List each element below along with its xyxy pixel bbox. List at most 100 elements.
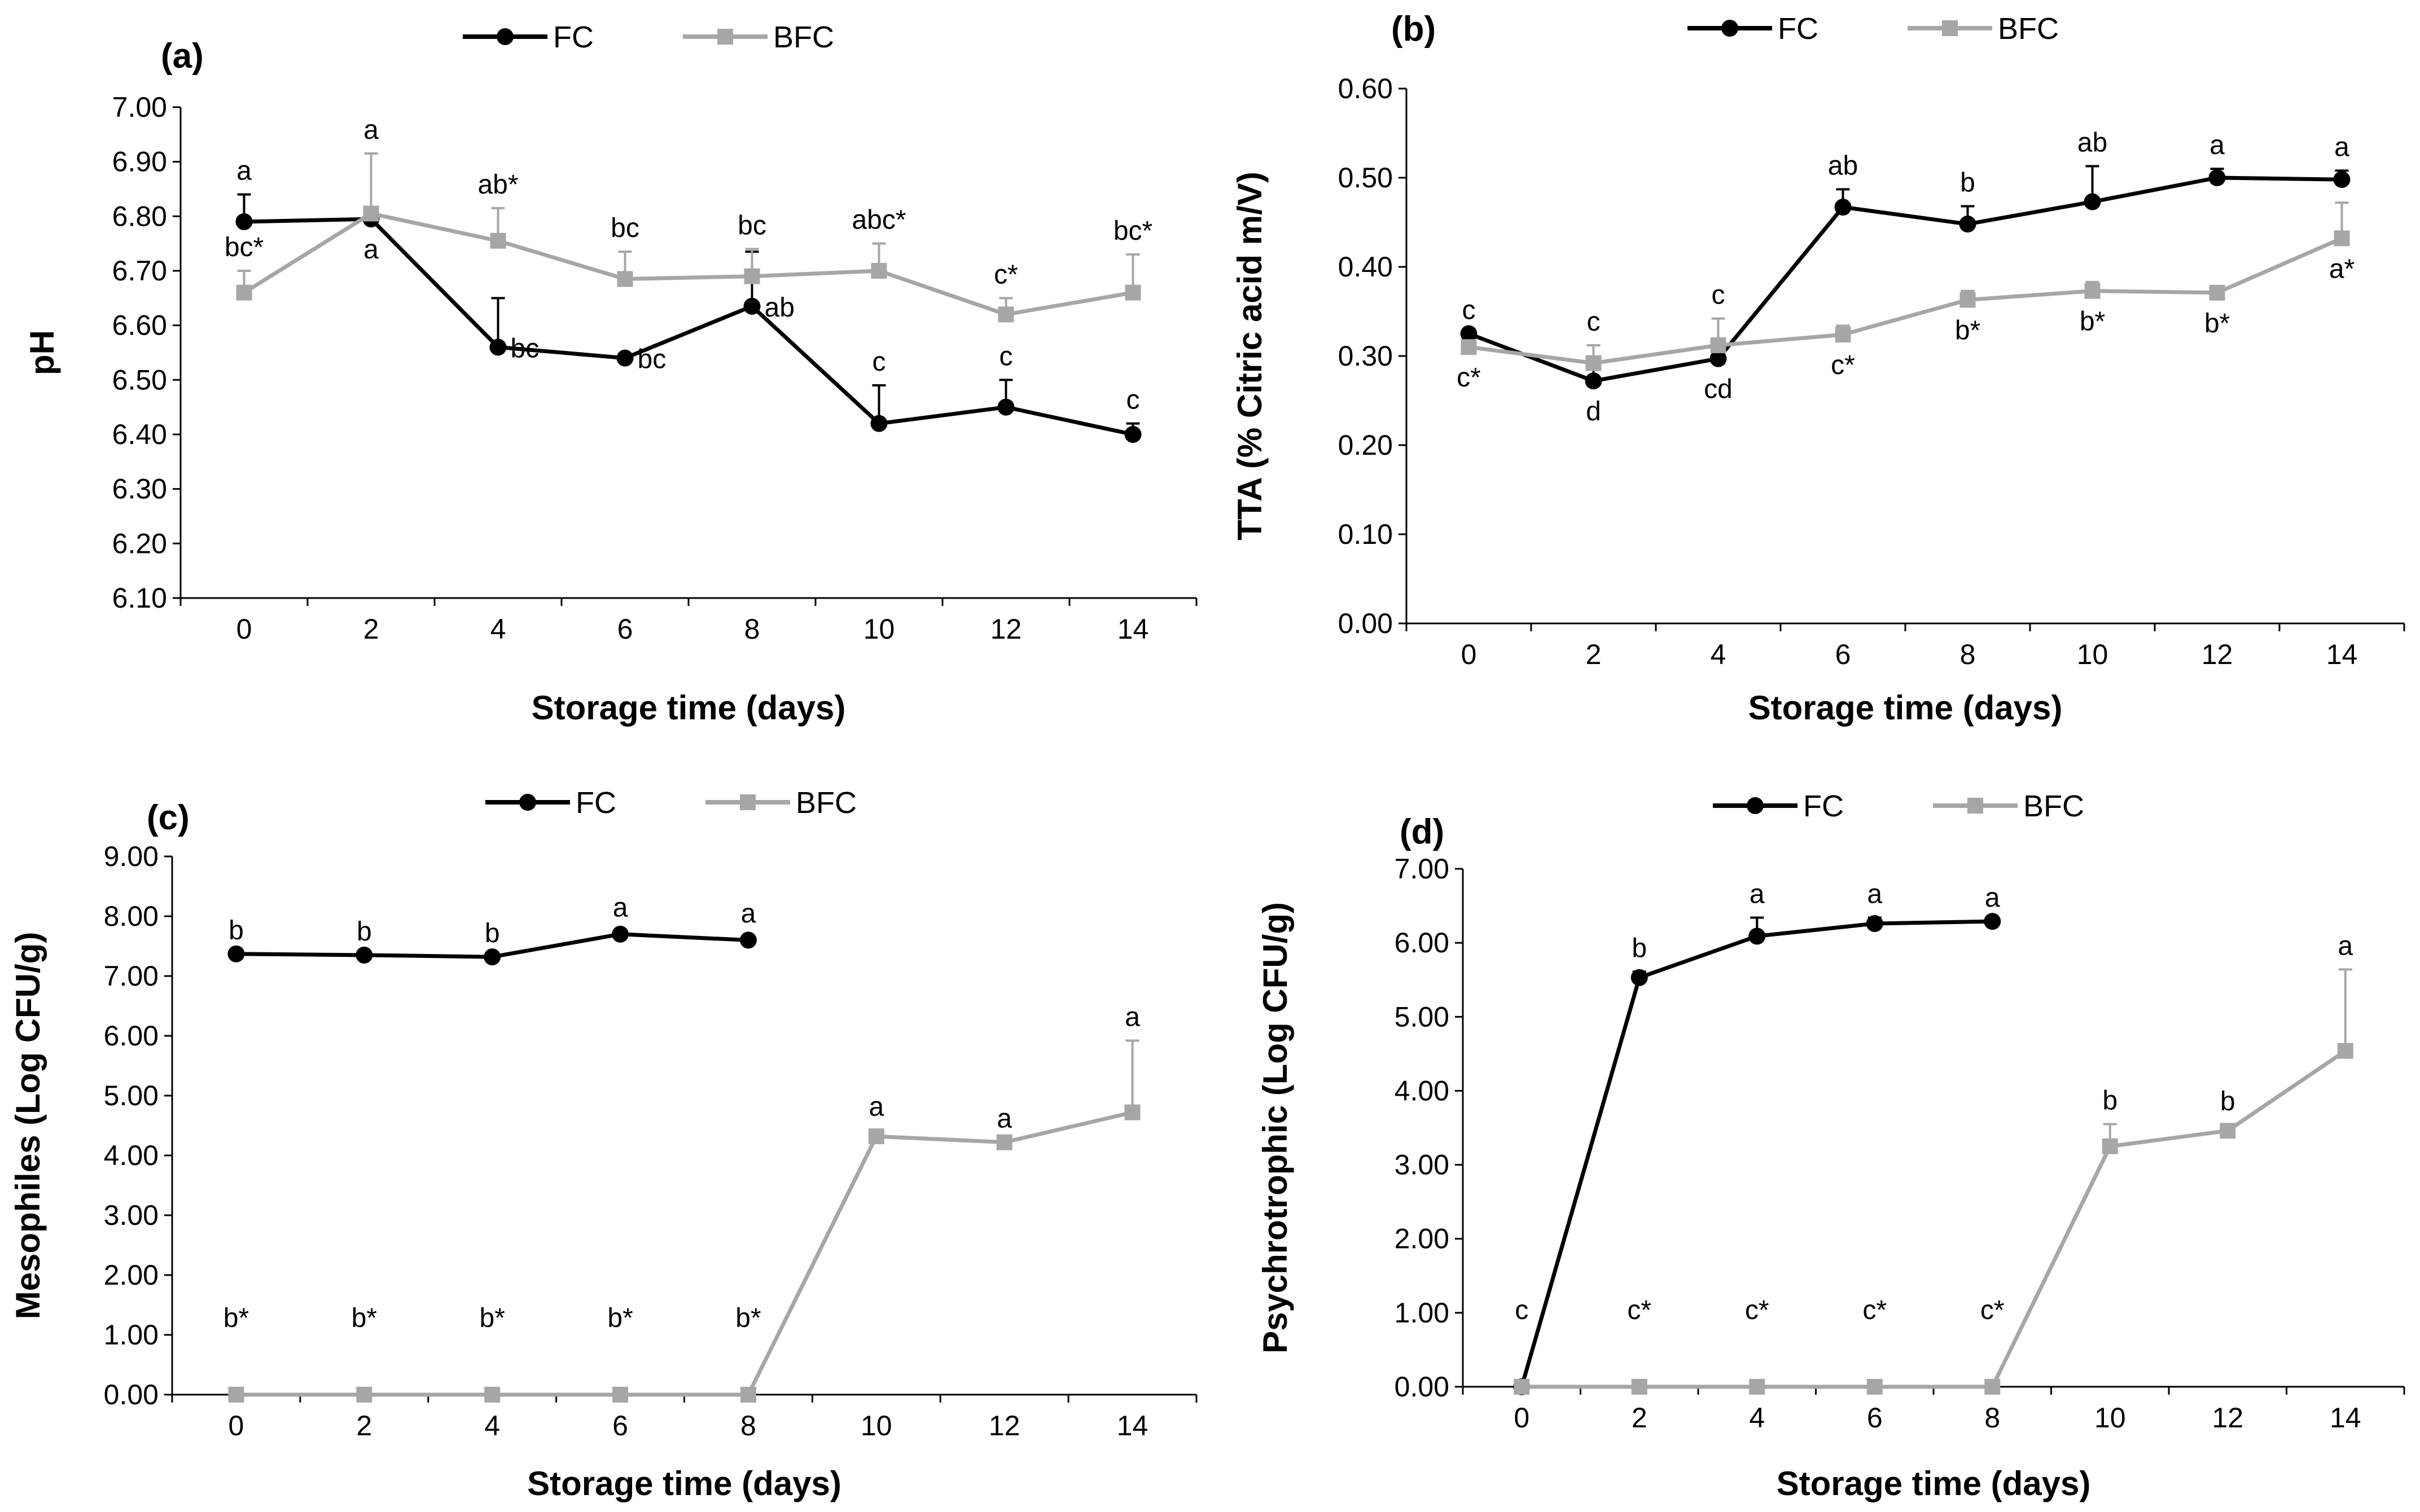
- significance-label-FC: ab: [1828, 151, 1858, 181]
- significance-label-FC: d: [1586, 397, 1601, 427]
- legend-label-BFC: BFC: [773, 20, 834, 54]
- x-tick-label: 8: [740, 1410, 756, 1441]
- data-point-FC: [2333, 171, 2351, 188]
- x-axis-title: Storage time (days): [1748, 689, 2063, 727]
- data-point-FC: [356, 946, 373, 964]
- panel-label: (d): [1400, 812, 1444, 851]
- y-tick-label: 4.00: [1395, 1075, 1449, 1106]
- x-tick-label: 12: [989, 1410, 1020, 1441]
- y-tick-label: 0.30: [1338, 340, 1393, 372]
- y-tick-label: 9.00: [104, 841, 159, 872]
- significance-label-FC: ab: [765, 293, 795, 323]
- chart-panel-c: (c) FC BFC 0.00 1.00 2.00 3.00 4.00 5.00 6.00 7.00…: [9, 786, 1198, 1502]
- data-point-BFC: [356, 1387, 372, 1403]
- x-tick-label: 2: [363, 613, 379, 645]
- legend-marker-BFC: [1942, 20, 1958, 36]
- data-point-FC: [2208, 169, 2226, 186]
- data-point-BFC: [2220, 1123, 2236, 1139]
- significance-label-FC: a: [236, 156, 252, 186]
- y-tick-label: 0.60: [1338, 73, 1393, 104]
- significance-label-BFC: c*: [1457, 363, 1481, 393]
- y-tick-label: 0.00: [1395, 1371, 1449, 1403]
- legend-marker-FC: [1747, 797, 1764, 814]
- significance-label-BFC: b*: [2080, 307, 2105, 337]
- y-tick-label: 6.30: [112, 473, 167, 505]
- significance-label-BFC: b*: [223, 1303, 249, 1333]
- data-point-BFC: [2337, 1043, 2353, 1059]
- significance-label-BFC: bc: [611, 213, 639, 243]
- y-tick-label: 7.00: [104, 960, 159, 992]
- significance-label-BFC: b*: [352, 1303, 377, 1333]
- y-tick-label: 0.20: [1338, 429, 1393, 461]
- data-point-BFC: [1585, 355, 1602, 371]
- data-point-FC: [1984, 913, 2001, 930]
- significance-label-BFC: b*: [480, 1303, 505, 1333]
- y-tick-label: 1.00: [104, 1319, 159, 1351]
- data-point-FC: [743, 297, 761, 315]
- data-point-FC: [2084, 193, 2101, 210]
- series-line-BFC: [1468, 236, 2343, 366]
- data-point-BFC: [228, 1387, 244, 1403]
- y-tick-label: 1.00: [1395, 1297, 1449, 1329]
- y-tick-label: 4.00: [104, 1140, 159, 1171]
- significance-label-BFC: b: [2220, 1087, 2235, 1117]
- data-point-BFC: [490, 232, 506, 249]
- x-tick-label: 10: [2077, 639, 2108, 670]
- significance-label-FC: a: [1985, 883, 2000, 913]
- significance-label-FC: a: [1867, 880, 1882, 909]
- legend-marker-BFC: [717, 29, 733, 45]
- data-point-BFC: [1710, 337, 1726, 354]
- x-tick-label: 10: [861, 1410, 892, 1441]
- significance-label-FC: a: [2334, 132, 2349, 162]
- significance-label-BFC: c*: [994, 260, 1018, 289]
- y-axis-title: Mesophiles (Log CFU/g): [9, 932, 47, 1320]
- data-point-FC: [997, 398, 1015, 416]
- y-tick-label: 6.50: [112, 364, 167, 395]
- x-tick-label: 14: [2326, 639, 2358, 670]
- data-point-BFC: [1835, 327, 1851, 343]
- significance-label-FC: a: [741, 899, 756, 929]
- data-point-BFC: [744, 268, 760, 284]
- significance-label-FC: cd: [1704, 375, 1733, 405]
- data-point-BFC: [2084, 283, 2101, 299]
- significance-label-BFC: a: [869, 1092, 884, 1122]
- significance-label-BFC: a: [1125, 1002, 1140, 1032]
- significance-label-FC: b: [485, 918, 500, 948]
- significance-label-BFC: a: [363, 115, 379, 145]
- legend-label-FC: FC: [576, 786, 616, 820]
- legend-marker-BFC: [1967, 798, 1983, 814]
- significance-label-FC: c: [999, 341, 1013, 371]
- data-point-BFC: [617, 271, 633, 287]
- data-point-FC: [484, 948, 501, 966]
- legend-label-BFC: BFC: [796, 786, 857, 820]
- x-tick-label: 6: [617, 613, 633, 645]
- x-tick-label: 4: [484, 1410, 500, 1441]
- significance-label-FC: c: [873, 347, 886, 377]
- data-point-FC: [227, 945, 245, 962]
- data-point-BFC: [996, 1134, 1012, 1150]
- data-point-BFC: [1124, 1104, 1141, 1120]
- x-tick-label: 12: [990, 613, 1022, 645]
- y-tick-label: 6.90: [112, 146, 167, 178]
- data-point-BFC: [1631, 1379, 1647, 1395]
- data-point-BFC: [1866, 1379, 1883, 1395]
- legend-label-FC: FC: [553, 20, 594, 54]
- y-tick-label: 6.20: [112, 528, 167, 559]
- significance-label-FC: a: [1750, 880, 1765, 909]
- y-axis-title: pH: [23, 330, 61, 375]
- data-point-FC: [616, 349, 634, 367]
- data-point-FC: [1834, 199, 1852, 216]
- series-line-FC: [244, 217, 1134, 437]
- y-tick-label: 7.00: [112, 91, 167, 123]
- series-FC: c b a a a: [1513, 880, 2001, 1395]
- data-point-BFC: [363, 205, 379, 222]
- x-tick-label: 4: [1749, 1402, 1765, 1434]
- significance-label-FC: bc: [638, 345, 667, 375]
- significance-label-BFC: ab*: [477, 170, 518, 200]
- data-point-FC: [1709, 350, 1727, 367]
- series-BFC: b* b* b* b* b* a a a: [223, 1002, 1141, 1403]
- y-tick-label: 0.50: [1338, 162, 1393, 194]
- significance-label-BFC: a: [997, 1104, 1012, 1134]
